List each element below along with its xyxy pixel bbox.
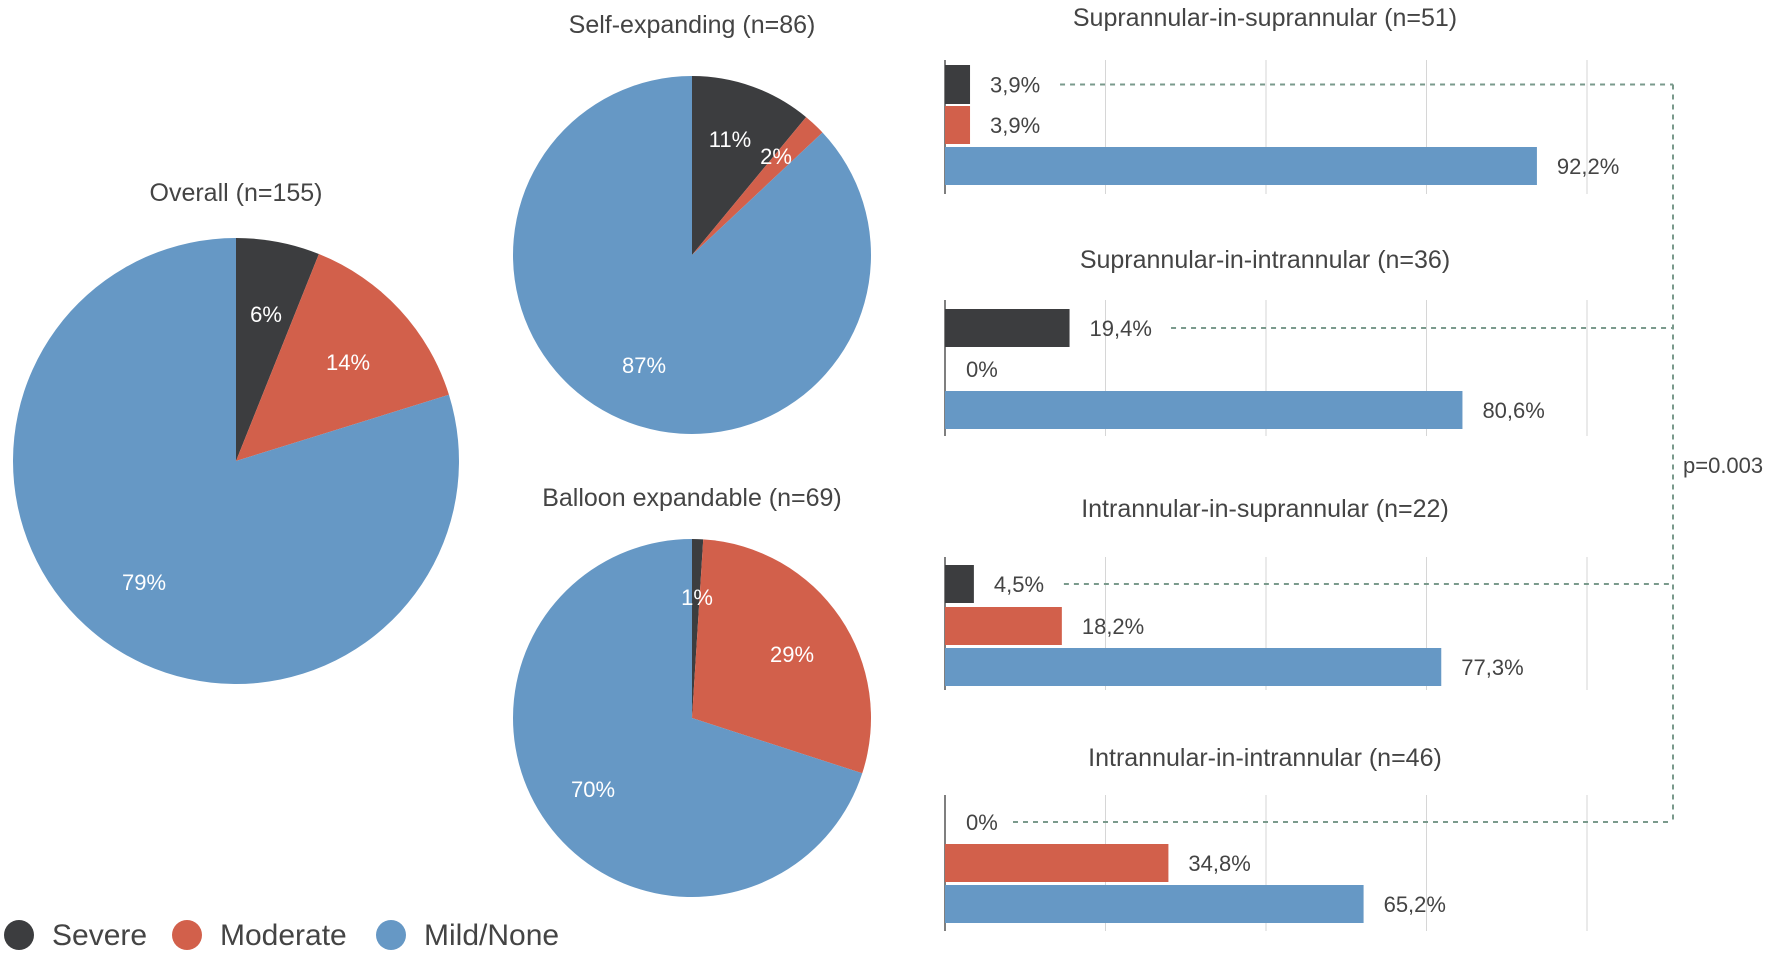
bar-mild-none [945, 147, 1537, 185]
bar-value-label: 0% [966, 810, 998, 835]
bar-value-label: 0% [966, 357, 998, 382]
pie-slice-moderate [692, 539, 872, 774]
pie-chart: Overall (n=155) 6% 14% 79% [12, 179, 459, 685]
pie-slice-label: 29% [770, 642, 814, 667]
pie-slice-mild-none [513, 76, 872, 435]
bar-chart-title: Intrannular-in-intrannular (n=46) [1088, 744, 1442, 772]
bar-value-label: 80,6% [1482, 398, 1544, 423]
bar-value-label: 19,4% [1090, 316, 1152, 341]
bar-severe [945, 65, 971, 104]
bar-mild-none [945, 648, 1442, 686]
bar-moderate [945, 844, 1169, 882]
legend-marker [172, 920, 202, 950]
pie-slice-label: 2% [760, 144, 792, 169]
pie-slice-label: 87% [622, 353, 666, 378]
bar-value-label: 3,9% [990, 113, 1040, 138]
pie-slice-label: 79% [122, 570, 166, 595]
pie-title: Balloon expandable (n=69) [542, 484, 842, 512]
bar-value-label: 65,2% [1384, 892, 1446, 917]
bar-value-label: 18,2% [1082, 614, 1144, 639]
pie-title: Self-expanding (n=86) [569, 11, 816, 39]
bar-value-label: 92,2% [1557, 154, 1619, 179]
bar-chart: Intrannular-in-intrannular (n=46) 0% 34,8%… [944, 744, 1588, 931]
bar-moderate [945, 106, 971, 144]
bar-severe [945, 309, 1070, 347]
pie-slice-mild-none [512, 539, 863, 897]
legend: Severe Moderate Mild/None [4, 919, 559, 952]
bar-mild-none [945, 391, 1463, 429]
pie-slice-moderate [236, 253, 449, 461]
pie-slice-severe [692, 539, 704, 718]
pie-chart: Self-expanding (n=86) 11% 2% 87% [513, 11, 872, 435]
bar-chart: Suprannular-in-intrannular (n=36) 19,4% 0%… [944, 246, 1588, 436]
legend-label: Severe [52, 919, 147, 952]
legend-label: Moderate [220, 919, 347, 952]
pie-slice-label: 14% [326, 350, 370, 375]
bar-chart-title: Suprannular-in-intrannular (n=36) [1080, 246, 1450, 274]
pie-slice-label: 1% [681, 585, 713, 610]
pie-slice-label: 11% [709, 127, 751, 152]
bar-chart-title: Intrannular-in-suprannular (n=22) [1081, 495, 1449, 523]
pie-title: Overall (n=155) [150, 179, 323, 207]
bar-value-label: 77,3% [1461, 655, 1523, 680]
p-value-bracket: p=0.003 [1013, 83, 1763, 823]
pie-slice-moderate [692, 117, 823, 255]
bar-chart: Suprannular-in-suprannular (n=51) 3,9% 3,9… [944, 4, 1619, 194]
bar-chart-title: Suprannular-in-suprannular (n=51) [1073, 4, 1457, 32]
legend-marker [376, 920, 406, 950]
bar-severe [945, 565, 974, 603]
pie-slice-label: 6% [250, 302, 282, 327]
legend-label: Mild/None [424, 919, 559, 952]
bar-value-label: 4,5% [994, 572, 1044, 597]
bar-moderate [945, 607, 1062, 645]
bar-mild-none [945, 885, 1364, 923]
pie-slice-label: 70% [571, 777, 615, 802]
pie-slice-severe [236, 238, 319, 461]
p-value-label: p=0.003 [1683, 453, 1763, 478]
bar-chart: Intrannular-in-suprannular (n=22) 4,5% 18,… [944, 495, 1588, 690]
legend-marker [4, 920, 34, 950]
pie-slice-mild-none [12, 237, 459, 685]
pie-chart: Balloon expandable (n=69) 1% 29% 70% [512, 484, 872, 897]
pie-slice-severe [692, 76, 807, 255]
bar-value-label: 3,9% [990, 73, 1040, 98]
bar-value-label: 34,8% [1188, 851, 1250, 876]
